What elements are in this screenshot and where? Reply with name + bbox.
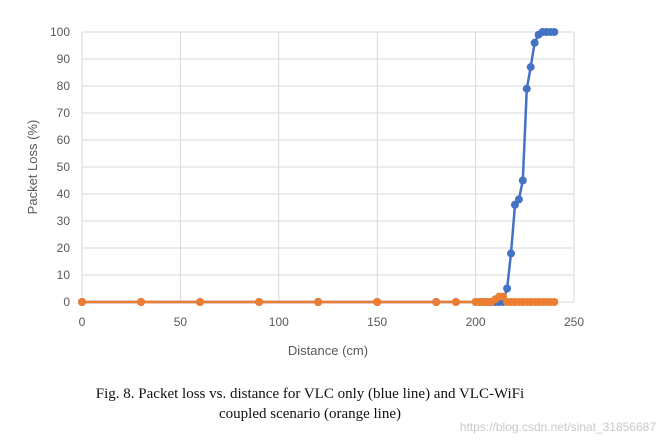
y-tick-label: 40 [57, 187, 71, 201]
data-point-series-0 [550, 28, 559, 36]
x-tick-labels: 0 50 100 150 200 250 [79, 315, 585, 329]
data-point-series-1 [432, 298, 441, 306]
y-tick-label: 60 [57, 133, 71, 147]
data-point-series-1 [137, 298, 146, 306]
x-tick-label: 250 [564, 315, 584, 329]
y-tick-label: 70 [57, 106, 71, 120]
data-point-series-1 [196, 298, 205, 306]
data-point-series-0 [518, 176, 527, 185]
grid-lines [81, 31, 575, 303]
x-tick-label: 100 [269, 315, 289, 329]
figure-caption-line-1: Fig. 8. Packet loss vs. distance for VLC… [95, 386, 525, 402]
x-tick-label: 50 [174, 315, 188, 329]
data-point-series-0 [522, 84, 531, 93]
series-points [78, 28, 559, 306]
y-tick-label: 20 [57, 241, 71, 255]
watermark: https://blog.csdn.net/sinat_31856687 [459, 420, 656, 434]
x-tick-label: 200 [466, 315, 486, 329]
y-tick-label: 80 [57, 79, 71, 93]
data-point-series-1 [255, 298, 264, 306]
packet-loss-chart: 0 10 20 30 40 50 60 70 80 90 100 0 50 100 150 200 250 D… [25, 25, 585, 358]
x-tick-label: 0 [79, 315, 86, 329]
data-point-series-0 [514, 195, 523, 204]
data-point-series-0 [503, 284, 512, 293]
data-point-series-0 [526, 63, 535, 72]
y-tick-label: 100 [50, 25, 70, 39]
data-point-series-1 [314, 298, 323, 306]
data-point-series-1 [451, 298, 460, 306]
y-tick-label: 10 [57, 268, 71, 282]
data-point-series-1 [550, 298, 559, 306]
y-axis-label: Packet Loss (%) [25, 120, 40, 215]
x-tick-label: 150 [367, 315, 387, 329]
y-tick-label: 0 [63, 295, 70, 309]
y-tick-label: 30 [57, 214, 71, 228]
x-axis-label: Distance (cm) [288, 343, 368, 358]
data-point-series-0 [530, 38, 539, 47]
y-tick-label: 90 [57, 52, 71, 66]
data-point-series-0 [507, 249, 516, 258]
y-tick-label: 50 [57, 160, 71, 174]
y-tick-labels: 0 10 20 30 40 50 60 70 80 90 100 [50, 25, 70, 309]
data-point-series-1 [373, 298, 382, 306]
data-point-series-1 [78, 298, 86, 306]
figure-caption-line-2: coupled scenario (orange line) [219, 406, 401, 422]
